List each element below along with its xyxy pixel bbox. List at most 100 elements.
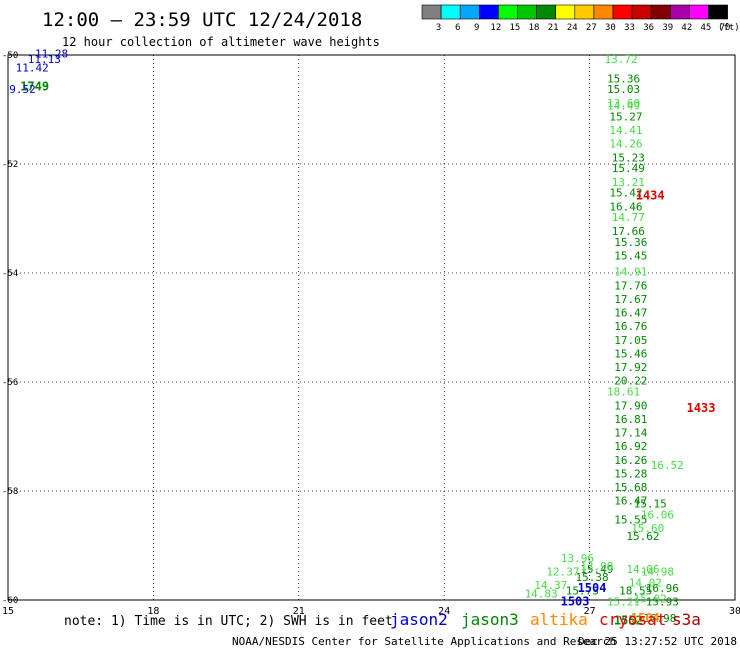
wave-height-label: 16.96	[646, 582, 679, 595]
colorbar-swatch	[669, 4, 690, 20]
colorbar-swatch	[498, 4, 518, 20]
colorbar-label: 42	[681, 23, 692, 33]
wave-height-label: 16.26	[614, 454, 647, 467]
colorbar-swatch	[459, 4, 480, 20]
colorbar-label: 33	[624, 23, 635, 33]
footer-credit: NOAA/NESDIS Center for Satellite Applica…	[232, 635, 616, 648]
colorbar-label: 12	[490, 23, 501, 33]
wave-height-label: 17.76	[614, 279, 647, 292]
y-tick-label: -58	[2, 487, 18, 497]
x-tick-label: 27	[584, 606, 596, 617]
wave-height-label: 15.55	[614, 514, 647, 527]
wave-height-label: 1503	[561, 594, 590, 608]
x-tick-label: 18	[147, 606, 159, 617]
wave-height-label: 13.21	[612, 176, 645, 189]
colorbar-swatch	[689, 4, 709, 20]
wave-height-label: 16.81	[614, 413, 647, 426]
wave-height-label: 15.68	[614, 481, 647, 494]
colorbar-swatch	[574, 4, 595, 20]
wave-height-label: 15.49	[580, 563, 613, 576]
colorbar-swatch	[631, 4, 652, 20]
wave-height-label: 17.05	[614, 334, 647, 347]
colorbar-swatch	[478, 4, 499, 20]
colorbar-label: 24	[567, 23, 578, 33]
colorbar-label: 27	[586, 23, 597, 33]
axis-ticks: 15 18 21 24 27 30 -50 -52 -54 -56 -58 -60	[2, 51, 740, 617]
footer-timestamp: Dec 25 13:27:52 UTC 2018	[578, 635, 737, 648]
wave-height-label: 16.52	[651, 459, 684, 472]
wave-height-label: 18.55	[619, 585, 652, 598]
colorbar-swatch	[440, 4, 461, 20]
x-tick-label: 21	[293, 606, 305, 617]
legend-s3a: s3a	[672, 610, 701, 629]
chart-subtitle: 12 hour collection of altimeter wave hei…	[62, 35, 380, 49]
wave-height-label: 11.28	[35, 48, 68, 61]
wave-height-label: 15.60	[631, 522, 664, 535]
wave-height-label: 15.73	[566, 585, 599, 598]
wave-height-label: 14.26	[609, 138, 642, 151]
wave-height-label: 1749	[20, 79, 49, 93]
wave-height-label: 1504	[578, 581, 607, 595]
wave-height-label: 11.13	[28, 53, 61, 66]
y-tick-label: -52	[2, 160, 18, 170]
wave-height-label: 15.03	[607, 83, 640, 96]
plot-frame	[7, 54, 736, 601]
x-tick-label: 24	[438, 606, 450, 617]
wave-height-label: 17.92	[614, 361, 647, 374]
colorbar-label: 36	[643, 23, 654, 33]
wave-height-label: 14.77	[612, 211, 645, 224]
wave-height-label: 15.38	[575, 571, 608, 584]
legend-altika: altika	[530, 610, 588, 629]
wave-height-label: 1504	[631, 611, 660, 625]
legend-jason3: jason3	[461, 610, 519, 629]
wave-height-label: 17.90	[614, 399, 647, 412]
wave-height-label: 17.66	[612, 225, 645, 238]
wave-height-label: 15.42	[609, 187, 642, 200]
wave-height-label: 9.52	[9, 83, 36, 96]
x-tick-label: 15	[2, 606, 14, 617]
wave-height-label: 15.02	[634, 593, 667, 606]
colorbar-label: 30	[605, 23, 616, 33]
wave-height-label: 15.15	[634, 497, 667, 510]
wave-height-label: 15.49	[612, 162, 645, 175]
wave-height-label: 15.28	[614, 467, 647, 480]
wave-height-label: 18.61	[607, 386, 640, 399]
x-tick-label: 30	[729, 606, 740, 617]
colorbar-label: 15	[510, 23, 521, 33]
wave-height-label: 15.36	[614, 236, 647, 249]
colorbar-legend: 3 6 9 12 15 18 21 24 27 30 33 36 39 42 45 70(ft)	[421, 4, 740, 33]
colorbar-label: 21	[548, 23, 559, 33]
wave-height-label: 14.91	[614, 266, 647, 279]
wave-height-label: 12.37	[546, 565, 579, 578]
colorbar-label: 39	[662, 23, 673, 33]
colorbar-swatch	[650, 4, 671, 20]
colorbar-label: 45	[701, 23, 712, 33]
colorbar-swatch	[708, 4, 728, 20]
y-tick-label: -54	[2, 269, 18, 279]
wave-height-label: 14.49	[607, 100, 640, 113]
plot-grid	[8, 55, 735, 600]
wave-height-label: 16.47	[614, 307, 647, 320]
wave-height-label: 15.27	[609, 110, 642, 123]
wave-height-label: 17.67	[614, 293, 647, 306]
wave-height-label: 13.72	[605, 53, 638, 66]
colorbar-swatch	[421, 4, 442, 20]
wave-height-label: 1434	[636, 188, 665, 202]
wave-height-label: 16.92	[614, 440, 647, 453]
wave-height-label: 13.96	[561, 552, 594, 565]
wave-height-label: 11.42	[16, 61, 49, 74]
wave-height-label: 15.21	[607, 595, 640, 608]
y-tick-label: -60	[2, 596, 18, 606]
wave-height-label: 15.36	[607, 72, 640, 85]
wave-height-label: 15.45	[614, 249, 647, 262]
footer-note: note: 1) Time is in UTC; 2) SWH is in fe…	[64, 614, 393, 629]
wave-height-label: 15.93	[646, 595, 679, 608]
legend-jason2: jason2	[390, 610, 448, 629]
colorbar-label: 70	[720, 23, 731, 33]
wave-height-label: 15.23	[612, 151, 645, 164]
wave-height-labels: 15.3615.0315.2715.2315.4915.4216.4617.66…	[9, 48, 715, 628]
wave-height-label: 13.99	[580, 560, 613, 573]
colorbar-swatch	[517, 4, 537, 20]
wave-height-label: 14.83	[525, 587, 558, 600]
